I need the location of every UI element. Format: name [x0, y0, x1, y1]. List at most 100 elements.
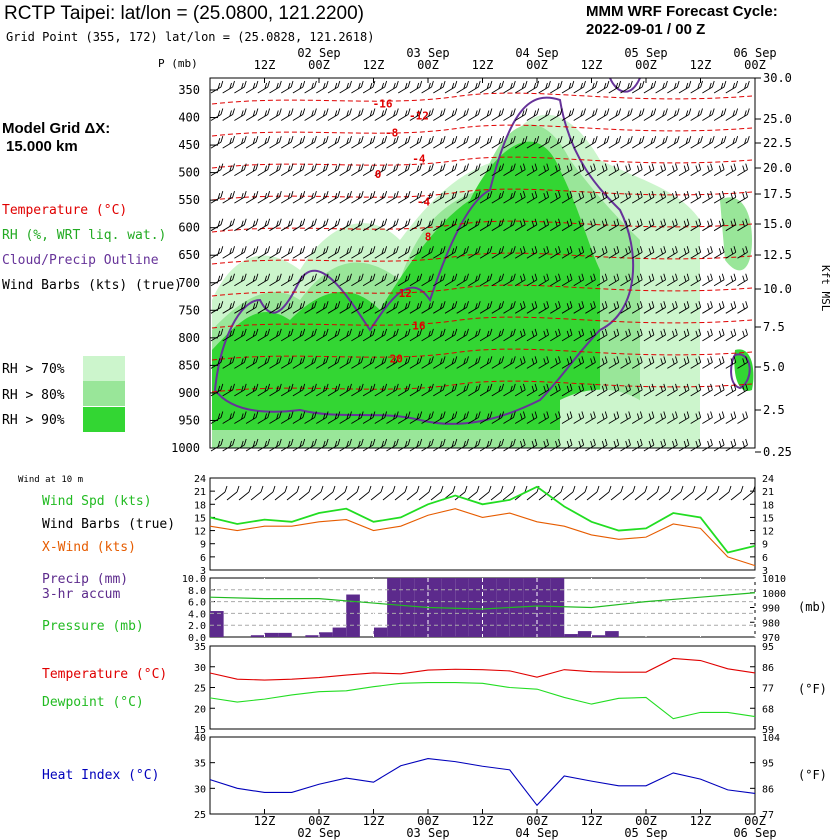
wind-barb-6-10: [327, 246, 341, 259]
temperature-contour-3: [211, 188, 753, 201]
bottom-date-1: 03 Sep: [406, 826, 449, 840]
p-tick-950: 950: [178, 413, 200, 427]
wind10-barb-5: [274, 485, 288, 501]
wind-barb-10-24: [491, 356, 505, 369]
kft-tick-6: 12.5: [763, 248, 792, 262]
wind-barb-12-28: [538, 411, 550, 424]
wind-ytick-3: 15: [194, 513, 206, 524]
wind-barb-6-0: [210, 246, 224, 259]
wind-barb-6-23: [479, 246, 493, 259]
wind-barb-13-4: [257, 438, 271, 452]
wind-barb-2-36: [631, 135, 645, 149]
wind-barb-12-42: [702, 411, 713, 424]
wind-barb-1-8: [304, 108, 317, 121]
wind-barb-0-36: [631, 80, 645, 94]
wind-barb-2-1: [222, 135, 235, 149]
wind-barb-6-2: [234, 246, 247, 259]
wind-barb-0-39: [667, 80, 680, 94]
wind-barb-10-10: [327, 356, 341, 369]
wind-barb-6-37: [643, 246, 655, 259]
wind-barb-11-33: [596, 383, 608, 397]
wind-barb-7-19: [433, 273, 446, 287]
top-hour-tick-9: 00Z: [744, 58, 766, 72]
wind-barb-5-26: [514, 218, 526, 232]
wind-barb-3-31: [573, 163, 585, 177]
temperature-line: [209, 657, 756, 681]
wind-barb-8-32: [585, 301, 596, 314]
precip-bar-24: [591, 635, 606, 637]
wind-barb-12-15: [386, 411, 399, 424]
wind-barb-1-38: [655, 108, 668, 121]
wind-barb-13-7: [292, 438, 306, 452]
p-tick-700: 700: [178, 276, 200, 290]
wind-barb-6-19: [433, 246, 446, 259]
precip-chart: 10.08.06.04.02.00.0 1010 1000 990 980 970: [182, 574, 786, 644]
temp-contour-label-3: -4: [412, 153, 426, 166]
wind-barb-13-31: [573, 438, 585, 452]
wind-barb-9-19: [433, 328, 446, 342]
wind-barb-12-29: [550, 411, 561, 424]
wind-barb-4-16: [397, 191, 411, 204]
temperature-contour-6: [211, 284, 753, 297]
wind-barb-0-42: [702, 80, 715, 94]
wind-barb-3-29: [550, 163, 561, 177]
wind-barb-5-36: [631, 218, 643, 232]
wind-barb-11-38: [655, 383, 667, 397]
wind-barb-12-11: [339, 411, 352, 424]
wind-barb-8-18: [421, 301, 434, 314]
wind-barb-8-40: [678, 301, 690, 314]
wind-barb-6-25: [503, 246, 516, 259]
wind-barb-10-39: [667, 356, 678, 369]
wind-barb-6-30: [561, 246, 573, 259]
wind-barb-4-42: [702, 191, 713, 204]
wind-barb-1-10: [327, 108, 341, 121]
wind-barb-5-19: [433, 218, 446, 232]
wind-barb-9-10: [327, 328, 341, 342]
wind-barb-0-14: [374, 80, 388, 94]
wind-barb-7-7: [292, 273, 306, 287]
wind-barb-2-30: [561, 135, 575, 149]
wind-barb-3-24: [491, 163, 505, 177]
wind-barb-3-33: [596, 163, 608, 177]
kft-axis-label: Kft MSL: [819, 265, 832, 312]
wind-barb-10-27: [526, 356, 538, 369]
precip-y2tick-2: 990: [762, 604, 780, 615]
wind-barb-5-12: [351, 218, 364, 232]
cycle-line-1: MMM WRF Forecast Cycle:: [586, 3, 778, 20]
wind-barb-13-1: [222, 438, 235, 452]
wind-barb-5-40: [678, 218, 690, 232]
p-tick-650: 650: [178, 248, 200, 262]
wind-barb-8-44: [725, 301, 737, 314]
wind-barb-9-33: [596, 328, 608, 342]
top-hour-tick-7: 00Z: [635, 58, 657, 72]
wind-barb-8-39: [667, 301, 678, 314]
wind-barb-7-43: [713, 273, 725, 287]
wind-barb-11-10: [327, 383, 341, 397]
p-tick-450: 450: [178, 138, 200, 152]
wind-barb-13-42: [702, 438, 713, 452]
wind-barb-0-12: [351, 80, 364, 94]
wind-barb-3-28: [538, 163, 550, 177]
wind10-barb-33: [610, 485, 624, 501]
wind-barb-3-20: [444, 163, 458, 177]
wind-barb-4-44: [725, 191, 737, 204]
wind-y2tick-4: 12: [762, 527, 774, 538]
wind-barb-4-35: [620, 191, 631, 204]
wind-barb-3-11: [339, 163, 352, 177]
top-hour-tick-4: 12Z: [472, 58, 494, 72]
wind-barb-3-36: [631, 163, 643, 177]
precip-bar-2: [264, 632, 279, 637]
wind-barb-3-23: [479, 163, 493, 177]
wind-barb-3-35: [620, 163, 631, 177]
wind-barb-4-19: [433, 191, 446, 204]
wind10-barb-20: [454, 485, 468, 501]
wind-barb-6-9: [316, 246, 329, 259]
wind-barb-0-17: [409, 80, 423, 94]
wind-barb-13-9: [316, 438, 329, 452]
wind-barb-8-25: [503, 301, 516, 314]
wind-barb-3-5: [269, 163, 282, 177]
wind10-barb-4: [262, 485, 276, 501]
wind-barb-8-14: [374, 301, 388, 314]
wind-barb-1-5: [269, 108, 282, 121]
wind-barb-3-1: [222, 163, 235, 177]
